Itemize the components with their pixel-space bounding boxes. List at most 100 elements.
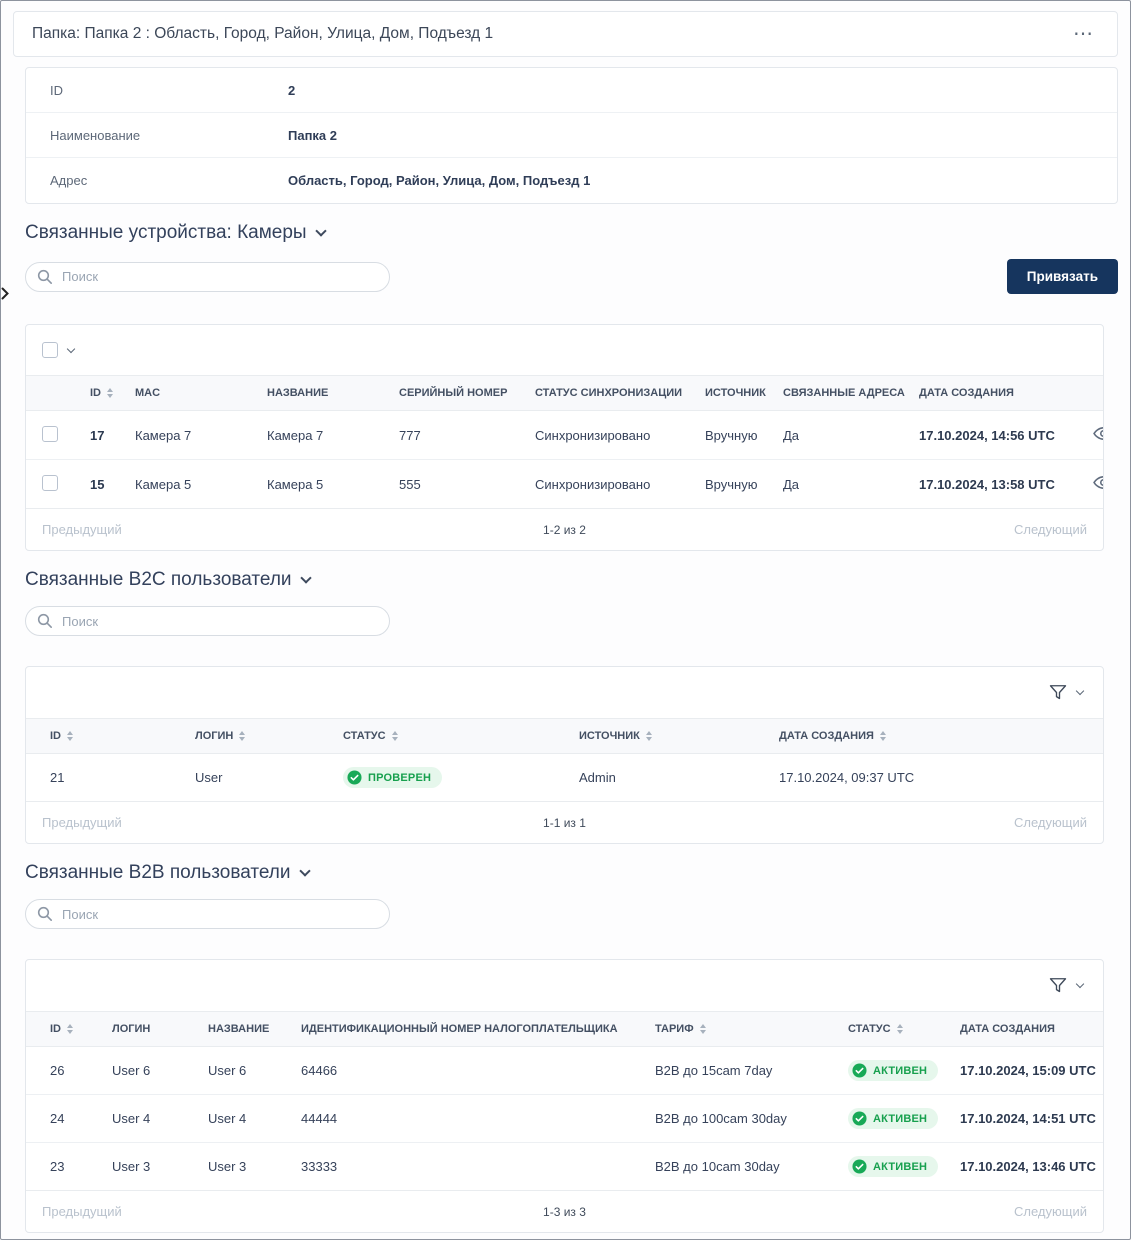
table-row[interactable]: 26 User 6 User 6 64466 B2B до 15cam 7day… <box>26 1046 1103 1095</box>
section-b2c-title[interactable]: Связанные B2C пользователи <box>25 569 1118 591</box>
page-info: 1-1 из 1 <box>543 815 586 830</box>
section-cameras-title[interactable]: Связанные устройства: Камеры <box>25 222 1118 244</box>
table-row[interactable]: 24 User 4 User 4 44444 B2B до 100cam 30d… <box>26 1094 1103 1143</box>
sort-icon <box>645 731 652 742</box>
view-button[interactable] <box>1089 424 1103 446</box>
chevron-down-icon[interactable] <box>1075 686 1085 696</box>
prev-page-button[interactable]: Предыдущий <box>42 815 122 830</box>
section-cameras: Связанные устройства: Камеры Привязать <box>25 222 1118 551</box>
search-icon <box>37 269 52 284</box>
id-cell: 26 <box>26 1046 104 1095</box>
next-page-button[interactable]: Следующий <box>1014 1204 1087 1219</box>
created-cell: 17.10.2024, 13:58 UTC <box>919 476 1055 492</box>
table-row[interactable]: 23 User 3 User 3 33333 B2B до 10cam 30da… <box>26 1143 1103 1191</box>
column-header-created[interactable]: ДАТА СОЗДАНИЯ <box>771 718 1103 754</box>
next-page-button[interactable]: Следующий <box>1014 815 1087 830</box>
table-row[interactable]: 17 Камера 7 Камера 7 777 Синхронизирован… <box>26 410 1103 460</box>
filter-icon[interactable] <box>1049 684 1067 701</box>
column-header-id[interactable]: ID <box>26 1011 104 1047</box>
name-cell: User 3 <box>208 1159 247 1174</box>
tax-id-cell: 33333 <box>301 1159 338 1174</box>
b2c-header-row: ID ЛОГИН СТАТУС ИСТОЧНИК ДАТА СОЗДАНИЯ <box>26 718 1103 754</box>
created-cell: 17.10.2024, 14:56 UTC <box>911 410 1081 460</box>
checkbox-column-header <box>26 375 82 411</box>
created-cell: 17.10.2024, 15:09 UTC <box>952 1046 1103 1095</box>
sidebar-expand-handle[interactable] <box>1 287 11 303</box>
id-cell: 21 <box>50 770 65 785</box>
tax-id-cell: 44444 <box>293 1094 647 1143</box>
serial-cell: 777 <box>391 410 527 460</box>
eye-icon <box>1093 476 1103 489</box>
next-page-button[interactable]: Следующий <box>1014 522 1087 537</box>
cameras-pagination: Предыдущий 1-2 из 2 Следующий <box>26 508 1103 550</box>
b2b-search-input[interactable] <box>25 899 390 929</box>
page-header: Папка: Папка 2 : Область, Город, Район, … <box>13 11 1118 57</box>
search-icon <box>37 906 52 921</box>
tariff-cell: B2B до 10cam 30day <box>655 1159 780 1174</box>
status-cell: ПРОВЕРЕН <box>335 754 571 802</box>
chevron-down-icon[interactable] <box>66 344 76 353</box>
page-title: Папка: Папка 2 : Область, Город, Район, … <box>32 25 494 42</box>
prev-page-button[interactable]: Предыдущий <box>42 522 122 537</box>
source-cell: Вручную <box>697 410 775 460</box>
tariff-cell: B2B до 100cam 30day <box>647 1094 840 1143</box>
chevron-down-icon <box>299 571 312 584</box>
detail-value: Папка 2 <box>288 127 338 143</box>
folder-details-card: ID 2 Наименование Папка 2 Адрес Область,… <box>25 67 1118 204</box>
detail-label: ID <box>50 82 63 98</box>
sort-icon <box>239 731 246 742</box>
column-header-name: НАЗВАНИЕ <box>259 375 391 411</box>
page-info: 1-2 из 2 <box>543 522 586 537</box>
row-checkbox[interactable] <box>42 474 58 491</box>
column-header-status[interactable]: СТАТУС <box>840 1011 952 1047</box>
column-header-login[interactable]: ЛОГИН <box>187 718 335 754</box>
created-cell: 17.10.2024, 09:37 UTC <box>779 770 915 785</box>
more-menu-button[interactable]: ⋯ <box>1073 23 1095 45</box>
section-b2c-title-text: Связанные B2C пользователи <box>25 569 292 590</box>
b2b-search <box>25 899 390 929</box>
view-button[interactable] <box>1089 473 1103 495</box>
tax-id-cell: 64466 <box>293 1046 647 1095</box>
chevron-down-icon[interactable] <box>1075 979 1085 989</box>
tariff-cell: B2B до 15cam 7day <box>647 1046 840 1095</box>
select-all-checkbox[interactable] <box>42 342 58 358</box>
cameras-table-card: ID MAC НАЗВАНИЕ СЕРИЙНЫЙ НОМЕР СТАТУС СИ… <box>25 324 1104 551</box>
linked-addresses-cell: Да <box>783 476 800 492</box>
name-cell: Камера 7 <box>259 410 391 460</box>
bind-button[interactable]: Привязать <box>1006 259 1118 294</box>
section-b2b-title[interactable]: Связанные B2B пользователи <box>25 862 1118 884</box>
b2c-toolbar <box>25 606 1118 636</box>
id-cell: 15 <box>90 476 105 492</box>
b2c-table: ID ЛОГИН СТАТУС ИСТОЧНИК ДАТА СОЗДАНИЯ 2… <box>26 718 1103 801</box>
check-circle-icon <box>347 770 362 785</box>
checkbox-cell <box>26 410 82 460</box>
b2c-pagination: Предыдущий 1-1 из 1 Следующий <box>26 801 1103 843</box>
detail-value: Область, Город, Район, Улица, Дом, Подъе… <box>288 173 591 188</box>
name-cell: User 4 <box>200 1094 293 1143</box>
filter-icon[interactable] <box>1049 977 1067 994</box>
checkbox-cell <box>26 460 82 509</box>
status-cell: АКТИВЕН <box>840 1143 952 1191</box>
table-row[interactable]: 21 User ПРОВЕРЕН Admin 17.10.2024, 09:37… <box>26 754 1103 802</box>
column-header-id[interactable]: ID <box>26 718 187 754</box>
login-cell: User <box>195 770 223 785</box>
column-header-id[interactable]: ID <box>82 375 127 411</box>
chevron-down-icon <box>298 864 311 877</box>
sync-status-cell: Синхронизировано <box>535 476 651 492</box>
column-header-source[interactable]: ИСТОЧНИК <box>571 718 771 754</box>
created-cell: 17.10.2024, 14:51 UTC <box>952 1094 1103 1143</box>
b2c-search-input[interactable] <box>25 606 390 636</box>
column-header-serial: СЕРИЙНЫЙ НОМЕР <box>391 375 527 411</box>
actions-column-header <box>1081 375 1103 411</box>
section-b2b: Связанные B2B пользователи I <box>25 862 1118 1233</box>
column-header-tariff[interactable]: ТАРИФ <box>647 1011 840 1047</box>
cameras-search-input[interactable] <box>25 261 390 292</box>
table-row[interactable]: 15 Камера 5 Камера 5 555 Синхронизирован… <box>26 460 1103 509</box>
column-header-status[interactable]: СТАТУС <box>335 718 571 754</box>
detail-row-name: Наименование Папка 2 <box>26 113 1117 158</box>
sort-icon <box>107 388 113 399</box>
b2c-search <box>25 606 390 636</box>
check-circle-icon <box>852 1111 867 1126</box>
prev-page-button[interactable]: Предыдущий <box>42 1204 122 1219</box>
row-checkbox[interactable] <box>42 425 58 442</box>
